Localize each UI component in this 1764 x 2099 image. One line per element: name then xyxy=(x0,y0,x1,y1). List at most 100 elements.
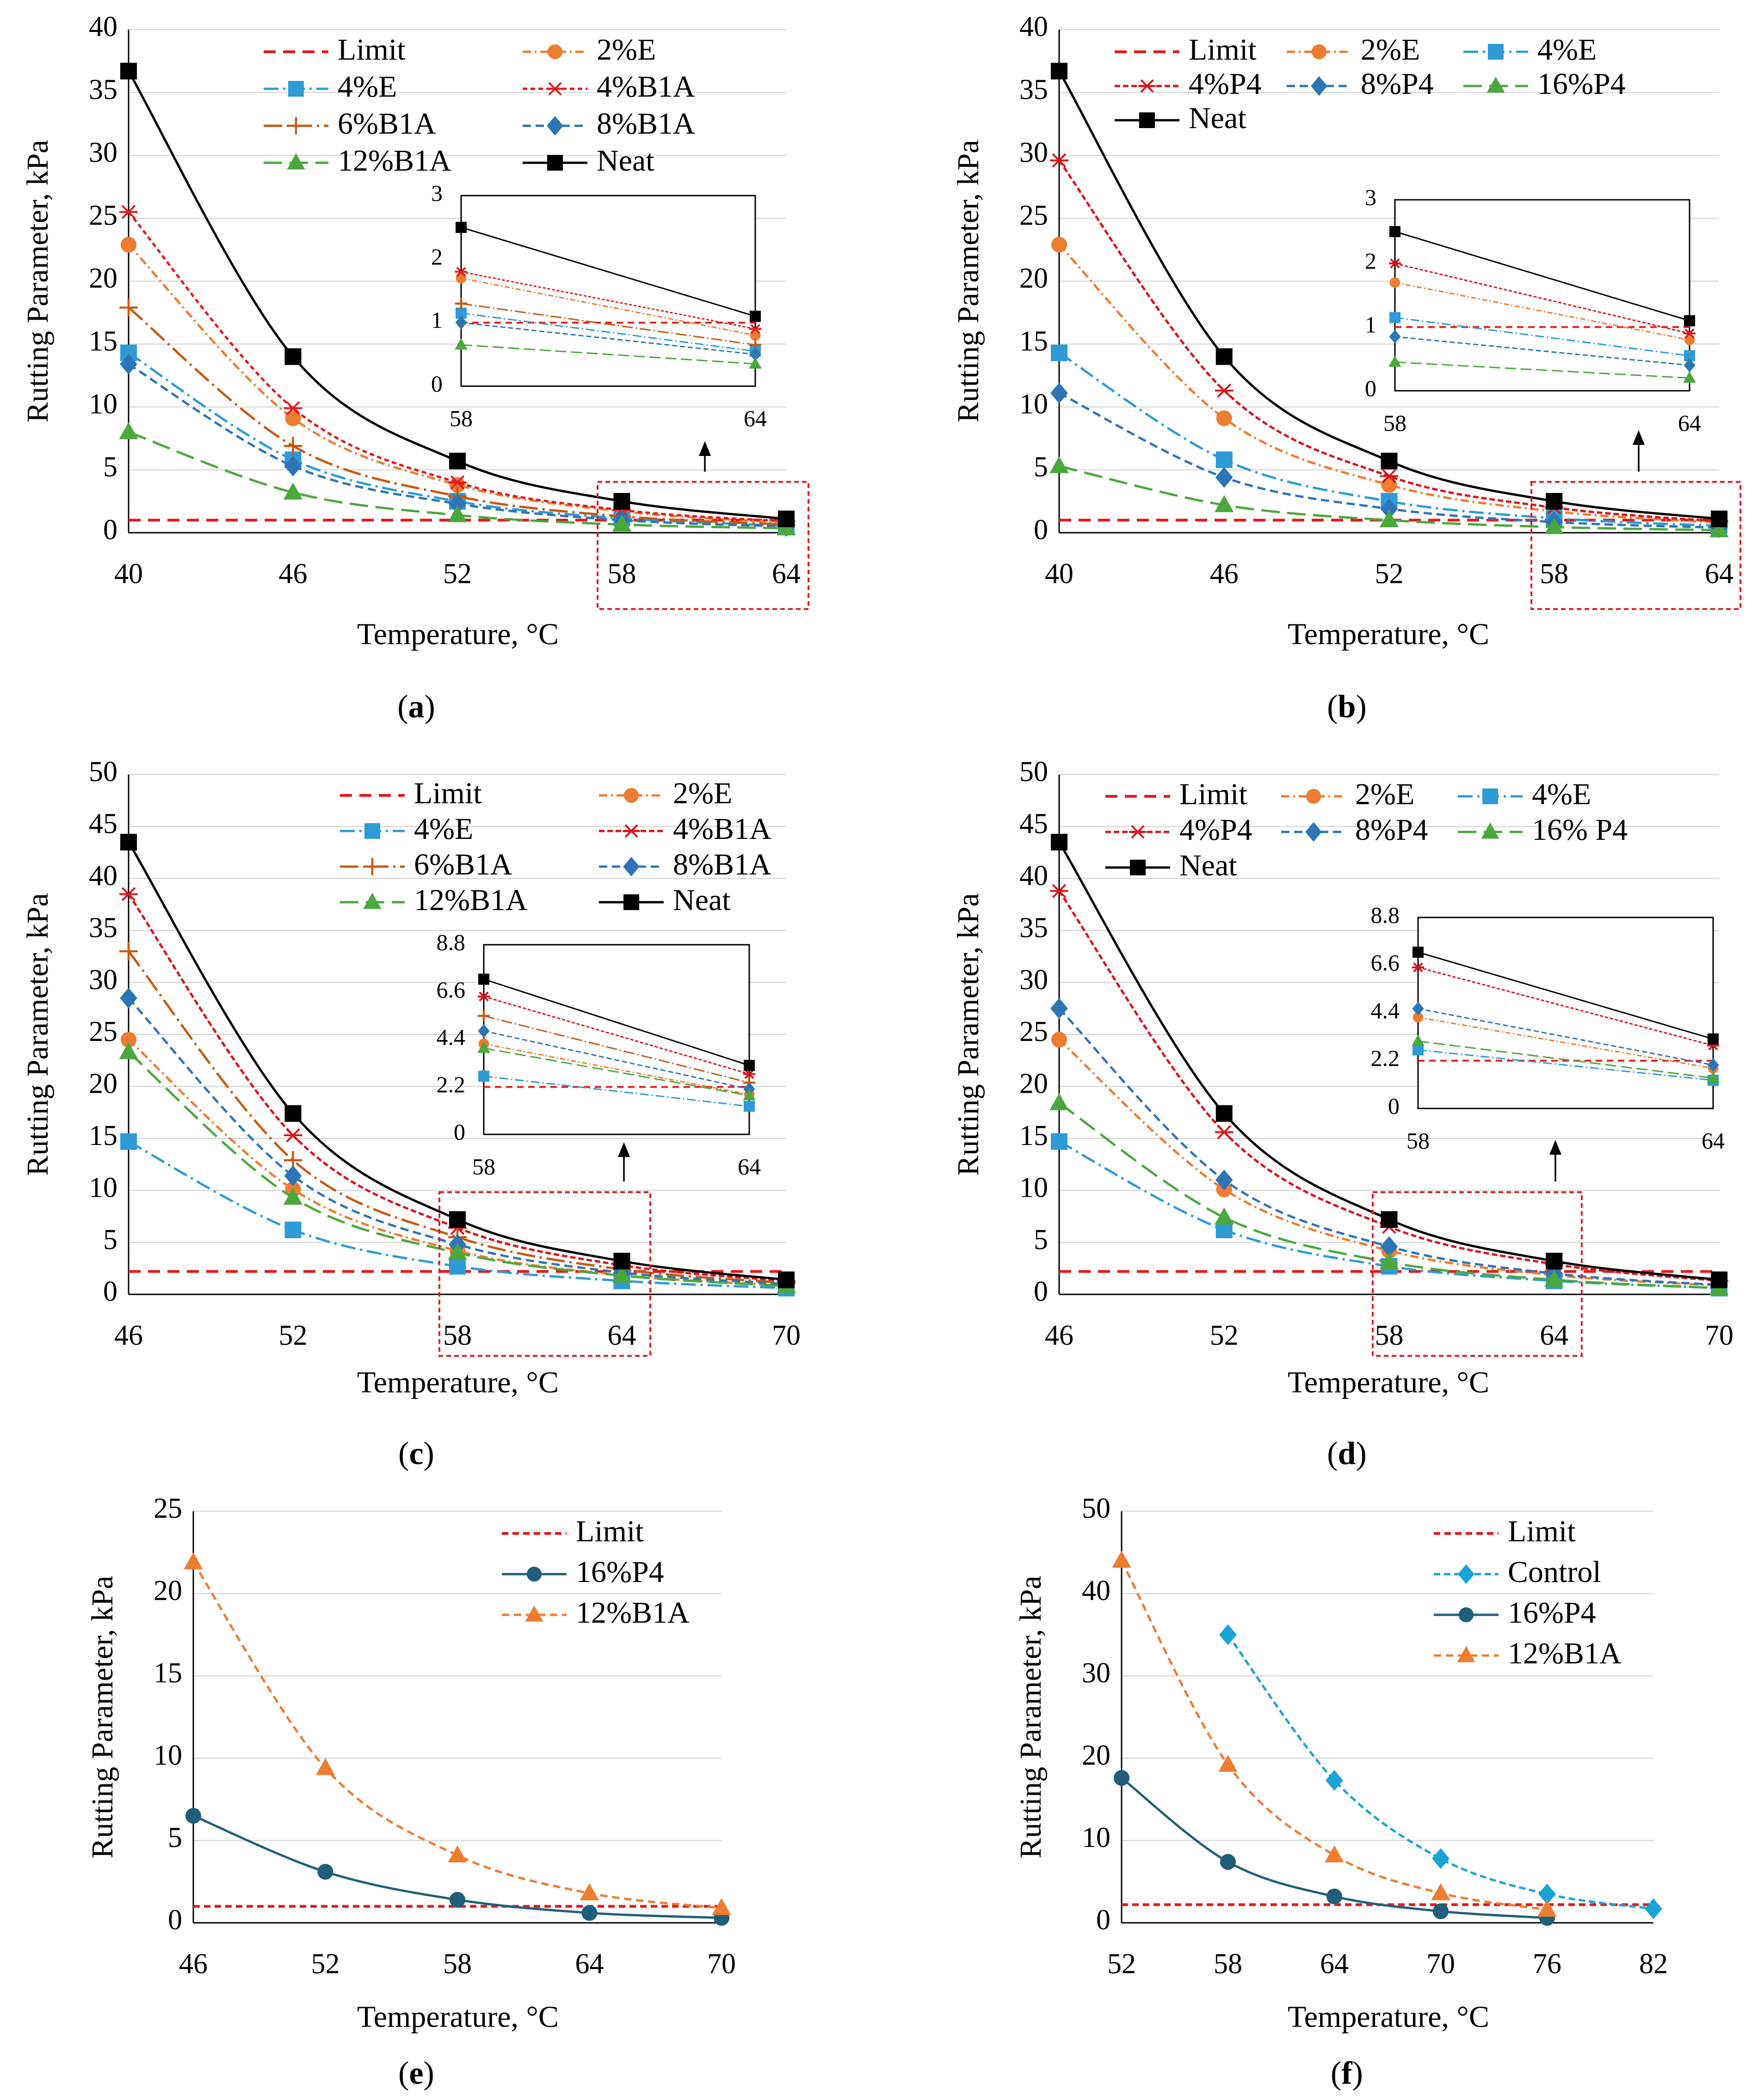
inset-series-4-point xyxy=(477,1009,490,1022)
series-e-2-point xyxy=(184,1552,203,1570)
inset-series-3-point xyxy=(477,991,490,1002)
legend-label: Control xyxy=(1508,1555,1601,1589)
x-tick-label: 70 xyxy=(707,1948,736,1980)
inset-chart: 0 1 2 3 58 64 xyxy=(431,180,767,431)
series-a-5-point xyxy=(284,456,302,477)
series-b-6-point xyxy=(1711,511,1727,528)
legend-marker xyxy=(364,858,381,875)
series-f-2-point xyxy=(1432,1903,1449,1920)
inset-y-tick-label: 0 xyxy=(454,1119,465,1145)
inset-series-4-line xyxy=(1418,1008,1714,1066)
y-tick-label: 10 xyxy=(1019,1172,1048,1203)
legend: Limit 2%E 4%E 4%P4 8%P4 16% P4 Neat xyxy=(1105,777,1628,882)
series-d-6-line xyxy=(1058,841,1720,1281)
legend: Limit 2%E 4%E 4%P4 8%P4 16%P4 Neat xyxy=(1115,33,1626,135)
legend-marker xyxy=(363,893,382,909)
series-c-3-point xyxy=(119,887,138,901)
series-c-3-line xyxy=(127,893,787,1282)
series-c-6-point xyxy=(448,1243,467,1260)
series-b-2-point xyxy=(1051,345,1067,362)
series-b-1-point xyxy=(1381,477,1397,493)
inset-series-1-line xyxy=(483,1043,750,1096)
series-c-7-point xyxy=(778,1271,795,1288)
x-tick-label: 52 xyxy=(1107,1948,1136,1980)
series-e-1-point xyxy=(449,1892,466,1908)
series-d-2-point xyxy=(1051,1133,1067,1150)
y-axis-title: Rutting Parameter, kPa xyxy=(951,140,985,422)
series-c-3-point xyxy=(284,1128,302,1143)
legend-label: Limit xyxy=(1189,33,1257,67)
legend-label: 4%E xyxy=(414,812,473,846)
series-f-2-point xyxy=(1326,1888,1343,1905)
y-axis-title: Rutting Parameter, kPa xyxy=(21,893,55,1176)
y-tick-label: 20 xyxy=(1082,1740,1110,1771)
chart-panel-e: 0 5 10 15 20 25 46 52 58 64 70 Rutting Parameter, k… xyxy=(86,1493,736,2091)
legend-marker xyxy=(623,824,640,838)
y-tick-label: 0 xyxy=(1034,514,1048,546)
inset-y-tick-label: 8.8 xyxy=(1371,902,1400,928)
series-c-5-point xyxy=(120,987,137,1009)
panel-caption: (d) xyxy=(1327,1436,1367,1471)
inset-series-5-point xyxy=(1412,1034,1425,1046)
series-c-6-line xyxy=(128,1051,787,1287)
y-tick-label: 25 xyxy=(1019,1016,1048,1047)
series-c-7-point xyxy=(120,834,137,851)
inset-y-tick-label: 1 xyxy=(1365,312,1376,338)
y-tick-label: 20 xyxy=(89,1068,117,1100)
x-tick-label: 52 xyxy=(1210,1320,1239,1351)
series-d-5-point xyxy=(1544,1269,1564,1287)
y-tick-label: 15 xyxy=(89,1120,117,1151)
inset-y-tick-label: 3 xyxy=(431,180,443,206)
y-tick-label: 35 xyxy=(1019,912,1048,943)
x-tick-label: 58 xyxy=(443,1320,472,1351)
series-e-2-point xyxy=(315,1758,335,1775)
inset-x-tick-label: 64 xyxy=(1678,410,1701,436)
x-tick-label: 70 xyxy=(772,1320,801,1351)
inset-series-4-line xyxy=(483,1015,750,1083)
inset-series-6-point xyxy=(455,338,468,350)
series-c-6-point xyxy=(283,1188,303,1205)
x-tick-label: 58 xyxy=(1540,558,1568,590)
zoom-box xyxy=(1530,481,1741,610)
inset-series-5-point xyxy=(1683,371,1696,383)
series-b-3-point xyxy=(1050,153,1068,168)
inset-series-6-point xyxy=(743,1089,756,1101)
x-tick-label: 46 xyxy=(179,1948,208,1980)
inset-series-1-point xyxy=(1412,1012,1424,1023)
x-tick-label: 40 xyxy=(114,558,143,590)
inset-series-2-point xyxy=(1412,1044,1424,1056)
legend-label: 8%B1A xyxy=(673,848,771,881)
x-axis-title: Temperature, °C xyxy=(357,1366,559,1399)
series-a-3-point xyxy=(448,475,467,490)
inset-series-5-point xyxy=(455,315,467,330)
inset-series-3-point xyxy=(1683,328,1696,339)
series-a-5-point xyxy=(120,354,137,375)
legend-label: 4%P4 xyxy=(1189,67,1262,101)
inset-series-7-point xyxy=(478,973,489,985)
inset-series-4-point xyxy=(1412,1002,1424,1016)
inset-y-tick-label: 6.6 xyxy=(437,977,466,1003)
inset-series-5-line xyxy=(461,322,756,355)
legend-marker xyxy=(623,788,639,803)
legend-marker xyxy=(288,81,304,97)
legend-label: 6%B1A xyxy=(414,848,512,881)
series-b-4-point xyxy=(1050,382,1068,404)
inset-y-tick-label: 8.8 xyxy=(437,929,466,955)
x-axis-title: Temperature, °C xyxy=(1288,617,1489,651)
series-b-3-point xyxy=(1380,469,1399,483)
inset-chart: 0 2.2 4.4 6.6 8.8 58 64 xyxy=(1371,902,1725,1153)
legend-label: 16%P4 xyxy=(576,1555,664,1589)
inset-series-6-line xyxy=(1394,231,1690,322)
legend-marker xyxy=(1129,825,1147,839)
y-tick-label: 25 xyxy=(1019,200,1048,231)
chart-panel-c: 0 5 10 15 20 25 30 35 40 45 50 46 52 58 64 70 Rutting Pa… xyxy=(21,756,801,1471)
y-tick-label: 0 xyxy=(168,1904,182,1936)
series-b-5-point xyxy=(1049,456,1069,474)
legend-marker xyxy=(1457,1646,1475,1662)
series-d-4-line xyxy=(1058,1008,1720,1286)
x-tick-label: 58 xyxy=(1214,1948,1242,1980)
zoom-box xyxy=(597,481,809,610)
legend-label: Limit xyxy=(1508,1514,1576,1548)
legend-marker xyxy=(1482,788,1498,804)
series-d-3-line xyxy=(1058,890,1720,1282)
